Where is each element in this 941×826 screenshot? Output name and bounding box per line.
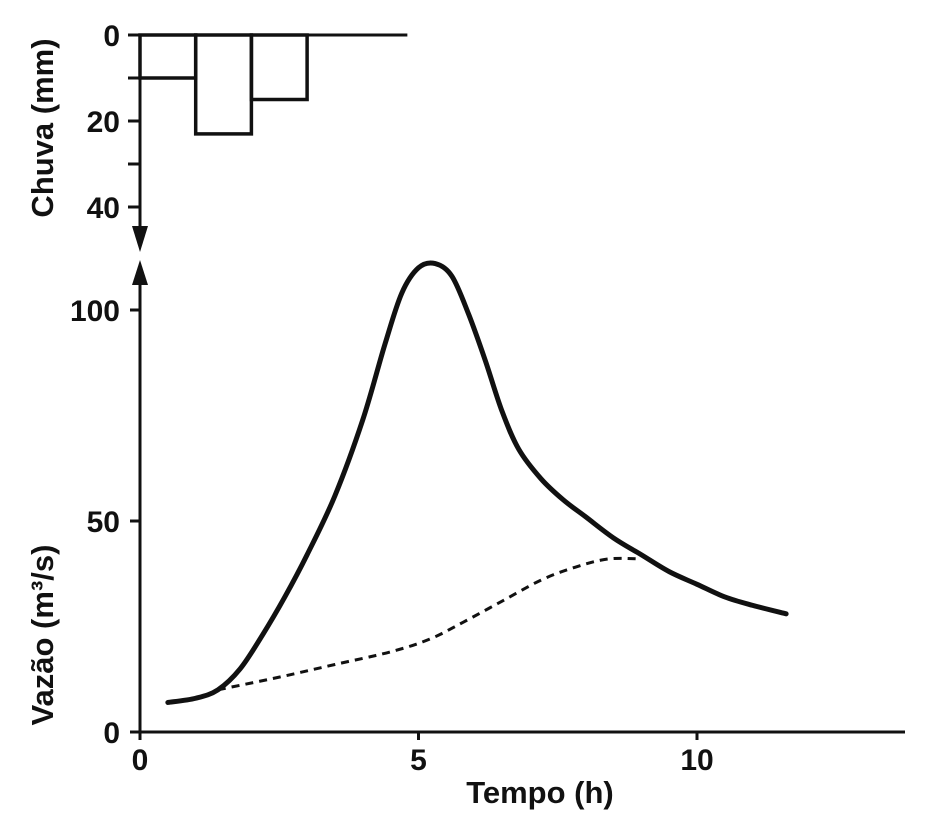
x-axis-label: Tempo (h) <box>466 775 614 810</box>
x-tick-label: 10 <box>680 744 713 777</box>
flow-axis-arrow <box>132 260 148 285</box>
rain-y-tick-label: 0 <box>103 20 120 53</box>
flow-y-tick-label: 0 <box>103 717 120 750</box>
x-tick-label: 0 <box>132 744 149 777</box>
rain-block-2 <box>193 33 254 136</box>
rain-block-1 <box>138 33 198 80</box>
discharge-chart: 0 50 100 0 5 10 Tempo (h) Vazão (m³/s) <box>25 260 905 810</box>
flow-y-tick-label: 100 <box>70 295 120 328</box>
baseflow-line <box>217 556 642 692</box>
rain-block-3 <box>249 33 309 102</box>
rain-y-tick-label: 20 <box>87 106 120 139</box>
flow-y-label: Vazão (m³/s) <box>25 545 60 726</box>
rainfall-chart: 0 20 40 Chuva (mm) <box>25 20 408 252</box>
x-tick-label: 5 <box>410 744 427 777</box>
rain-y-tick-label: 40 <box>87 192 120 225</box>
rain-axis-arrow <box>132 226 148 252</box>
flow-y-tick-label: 50 <box>87 506 120 539</box>
rain-y-label: Chuva (mm) <box>25 38 60 217</box>
total-flow-line <box>165 260 789 705</box>
